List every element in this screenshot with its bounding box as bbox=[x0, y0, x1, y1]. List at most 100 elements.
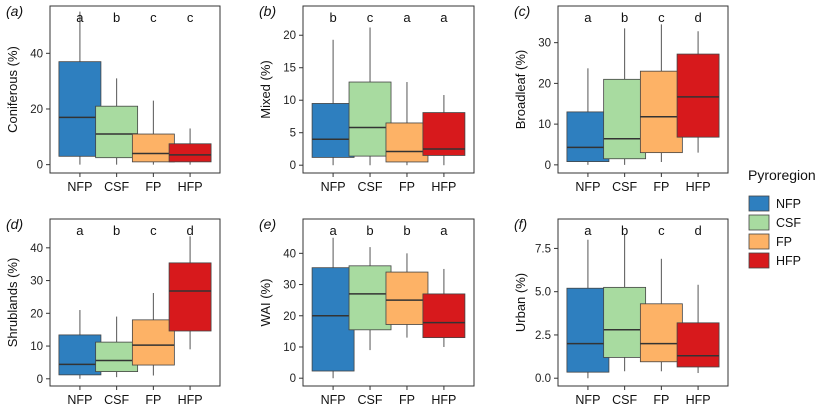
x-tick-label: HFP bbox=[178, 180, 203, 194]
box-nfp bbox=[311, 267, 355, 372]
significance-letter: a bbox=[584, 223, 592, 238]
y-tick-label: 5.0 bbox=[535, 287, 551, 299]
panel-label: (c) bbox=[514, 3, 530, 19]
significance-letter: c bbox=[658, 223, 665, 238]
significance-letter: d bbox=[694, 10, 701, 25]
y-axis-label: Coniferous (%) bbox=[5, 46, 20, 133]
legend-items: NFP CSF FP HFP bbox=[748, 195, 801, 269]
significance-letter: b bbox=[621, 223, 628, 238]
significance-letter: d bbox=[694, 223, 701, 238]
box-hfp bbox=[676, 322, 720, 368]
y-tick-label: 0 bbox=[37, 160, 43, 172]
box-fp bbox=[639, 303, 683, 363]
y-tick-label: 10 bbox=[30, 341, 43, 353]
plot-frame bbox=[49, 5, 221, 174]
panel-label: (b) bbox=[259, 3, 276, 19]
x-tick-label: FP bbox=[653, 393, 669, 406]
box-fp bbox=[639, 70, 683, 154]
box-fp bbox=[131, 319, 175, 366]
significance-letter: d bbox=[186, 223, 193, 238]
box-hfp bbox=[422, 293, 466, 339]
x-tick-label: NFP bbox=[321, 180, 346, 194]
y-tick-label: 10 bbox=[538, 119, 551, 131]
significance-letter: a bbox=[329, 223, 337, 238]
x-tick-label: FP bbox=[399, 180, 415, 194]
panel-4: (d) Shrublands (%) 0 10 20 30 40 NFP a CSF b FP c HFP… bbox=[5, 216, 221, 406]
plot-frame bbox=[557, 5, 729, 174]
box-nfp bbox=[58, 61, 102, 157]
plot-frame bbox=[557, 218, 729, 387]
box-csf bbox=[348, 265, 392, 331]
legend-swatch-nfp bbox=[748, 195, 770, 212]
x-tick-label: HFP bbox=[431, 180, 456, 194]
significance-letter: b bbox=[366, 223, 373, 238]
y-tick-label: 10 bbox=[283, 95, 296, 107]
panel-label: (f) bbox=[514, 216, 527, 232]
x-tick-label: HFP bbox=[686, 180, 711, 194]
panel-1: (a) Coniferous (%) 0 20 40 NFP a CSF b FP c HFP c bbox=[5, 3, 221, 194]
box-fp bbox=[385, 122, 429, 163]
x-tick-label: NFP bbox=[321, 393, 346, 406]
y-axis-label: Mixed (%) bbox=[258, 60, 273, 119]
significance-letter: c bbox=[367, 10, 374, 25]
box-csf bbox=[95, 105, 139, 159]
significance-letter: a bbox=[440, 10, 448, 25]
y-axis-label: Broadleaf (%) bbox=[513, 50, 528, 129]
box-hfp bbox=[676, 53, 720, 138]
significance-letter: a bbox=[403, 10, 411, 25]
y-axis-label: Shrublands (%) bbox=[5, 258, 20, 348]
panel-label: (d) bbox=[6, 216, 23, 232]
y-tick-label: 40 bbox=[30, 48, 43, 60]
box-nfp bbox=[311, 103, 355, 158]
significance-letter: a bbox=[76, 10, 84, 25]
y-tick-label: 7.5 bbox=[535, 243, 551, 255]
significance-letter: b bbox=[113, 223, 120, 238]
box-csf bbox=[95, 341, 139, 372]
x-tick-label: CSF bbox=[358, 393, 383, 406]
x-tick-label: CSF bbox=[612, 180, 637, 194]
y-tick-label: 20 bbox=[538, 78, 551, 90]
y-tick-label: 30 bbox=[283, 280, 296, 292]
y-axis-label: Urban (%) bbox=[513, 273, 528, 332]
significance-letter: a bbox=[584, 10, 592, 25]
y-tick-label: 30 bbox=[538, 38, 551, 50]
legend-label-nfp: NFP bbox=[776, 197, 801, 211]
plot-frame bbox=[302, 218, 475, 387]
significance-letter: c bbox=[150, 10, 157, 25]
legend-label-hfp: HFP bbox=[776, 254, 801, 268]
y-tick-label: 0 bbox=[290, 160, 296, 172]
panel-label: (e) bbox=[259, 216, 276, 232]
box-csf bbox=[603, 286, 647, 358]
x-tick-label: FP bbox=[653, 180, 669, 194]
significance-letter: b bbox=[403, 223, 410, 238]
x-tick-label: NFP bbox=[575, 393, 600, 406]
x-tick-label: NFP bbox=[67, 180, 92, 194]
box-nfp bbox=[566, 287, 610, 373]
y-tick-label: 20 bbox=[283, 30, 296, 42]
panel-5: (e) WAI (%) 0 10 20 30 40 NFP a CSF b FP b HFP a bbox=[258, 216, 475, 406]
box-fp bbox=[131, 133, 175, 163]
x-tick-label: CSF bbox=[104, 393, 129, 406]
y-tick-label: 10 bbox=[283, 342, 296, 354]
panel-label: (a) bbox=[6, 3, 23, 19]
x-tick-label: HFP bbox=[686, 393, 711, 406]
x-tick-label: CSF bbox=[104, 180, 129, 194]
significance-letter: b bbox=[329, 10, 336, 25]
y-tick-label: 20 bbox=[30, 308, 43, 320]
significance-letter: b bbox=[621, 10, 628, 25]
panel-2: (b) Mixed (%) 0 5 10 15 20 NFP b CSF c FP a HFP a bbox=[258, 3, 475, 194]
box-csf bbox=[348, 81, 392, 157]
x-tick-label: NFP bbox=[67, 393, 92, 406]
panel-3: (c) Broadleaf (%) 0 10 20 30 NFP a CSF b FP c HFP d bbox=[513, 3, 729, 194]
legend-swatch-fp bbox=[748, 233, 770, 250]
x-tick-label: HFP bbox=[431, 393, 456, 406]
y-tick-label: 15 bbox=[283, 63, 296, 75]
legend-swatch-csf bbox=[748, 214, 770, 231]
panels-group: (a) Coniferous (%) 0 20 40 NFP a CSF b FP c HFP c (b)… bbox=[5, 3, 729, 406]
y-tick-label: 20 bbox=[283, 311, 296, 323]
y-tick-label: 2.5 bbox=[535, 330, 551, 342]
y-tick-label: 0 bbox=[37, 374, 43, 386]
y-tick-label: 5 bbox=[290, 128, 296, 140]
x-tick-label: NFP bbox=[575, 180, 600, 194]
